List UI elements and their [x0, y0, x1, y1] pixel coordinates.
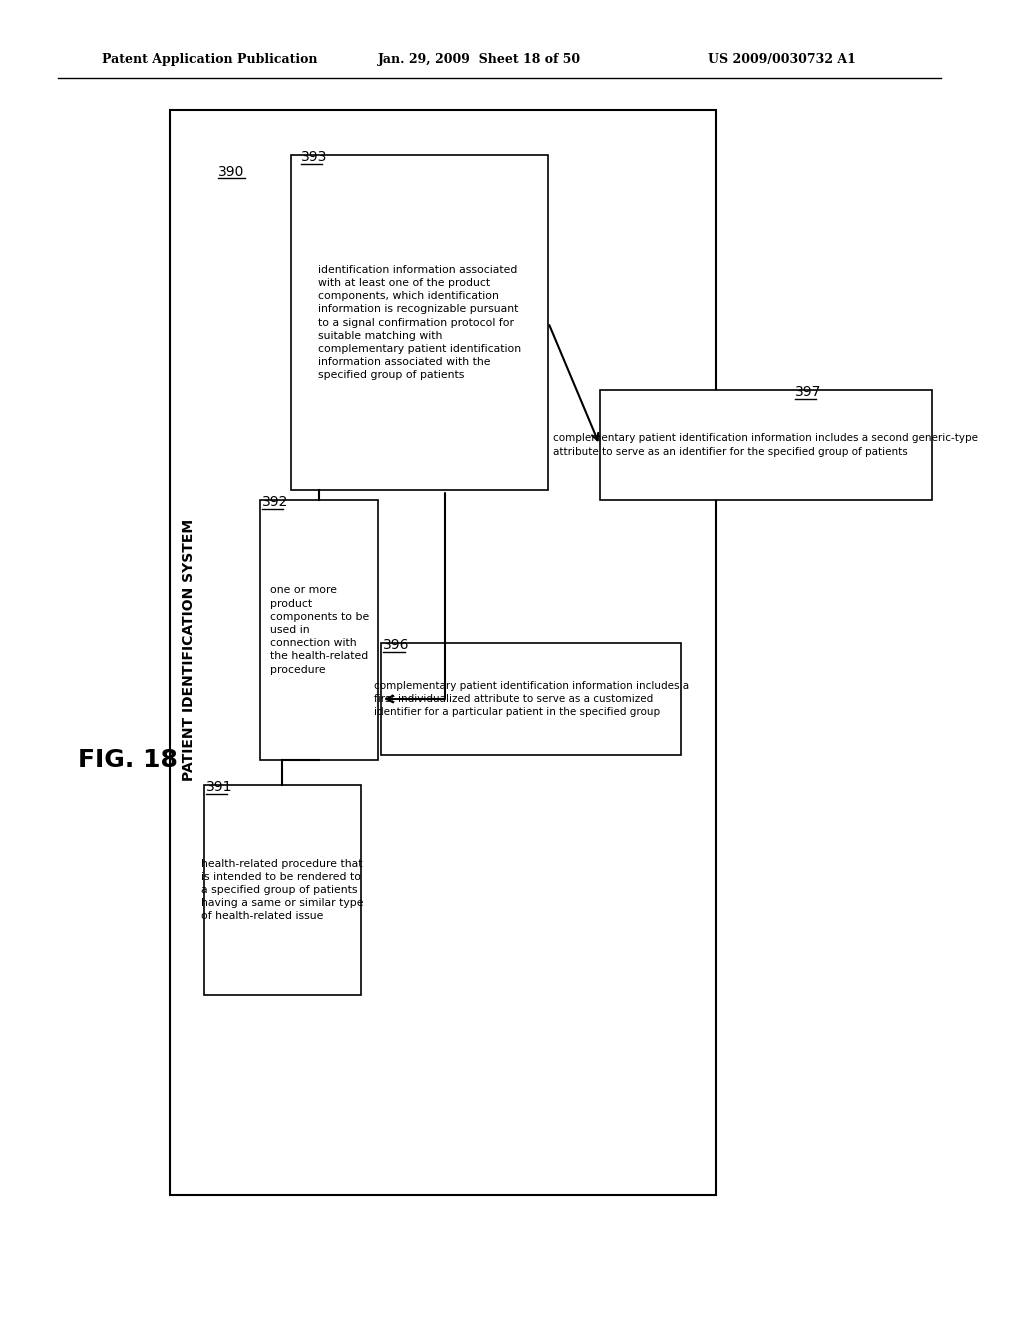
Bar [291, 154, 548, 490]
Text: 396: 396 [383, 638, 410, 652]
Text: 393: 393 [301, 150, 328, 164]
Bar [170, 110, 716, 1195]
Text: Jan. 29, 2009  Sheet 18 of 50: Jan. 29, 2009 Sheet 18 of 50 [379, 54, 582, 66]
Bar [204, 785, 361, 995]
Bar [260, 500, 379, 760]
Text: complementary patient identification information includes a second generic-type
: complementary patient identification inf… [553, 433, 978, 457]
Text: PATIENT IDENTIFICATION SYSTEM: PATIENT IDENTIFICATION SYSTEM [182, 519, 197, 781]
Text: health-related procedure that
is intended to be rendered to
a specified group of: health-related procedure that is intende… [201, 858, 364, 921]
Text: 390: 390 [218, 165, 245, 180]
Text: 391: 391 [206, 780, 232, 795]
Text: identification information associated
with at least one of the product
component: identification information associated wi… [318, 265, 521, 380]
Text: one or more
product
components to be
used in
connection with
the health-related
: one or more product components to be use… [269, 585, 369, 675]
Bar [600, 389, 932, 500]
Text: Patent Application Publication: Patent Application Publication [101, 54, 317, 66]
Text: US 2009/0030732 A1: US 2009/0030732 A1 [709, 54, 856, 66]
Bar [381, 643, 681, 755]
Text: complementary patient identification information includes a
first individualized: complementary patient identification inf… [374, 681, 689, 717]
Text: FIG. 18: FIG. 18 [78, 748, 177, 772]
Text: 392: 392 [262, 495, 289, 510]
Text: 397: 397 [795, 385, 821, 399]
